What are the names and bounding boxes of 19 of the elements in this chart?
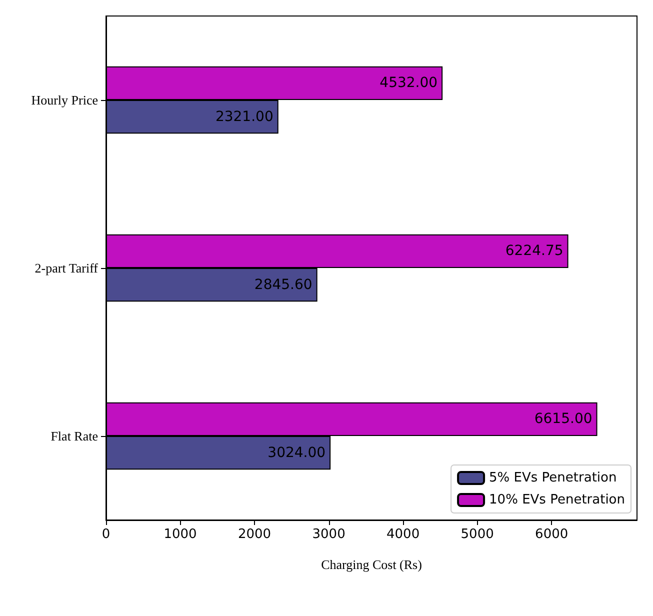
data-label: 6615.00 xyxy=(534,411,592,428)
x-axis-title: Charging Cost (Rs) xyxy=(321,557,422,572)
x-tick-label: 3000 xyxy=(312,527,346,542)
data-label: 2321.00 xyxy=(215,108,274,125)
x-tick-label: 2000 xyxy=(238,527,272,542)
data-label: 6224.75 xyxy=(505,243,564,260)
data-label: 3024.00 xyxy=(268,444,326,461)
y-tick-label: Flat Rate xyxy=(50,428,98,444)
data-label: 4532.00 xyxy=(380,75,438,92)
y-tick-label: Hourly Price xyxy=(31,92,98,108)
x-tick-label: 1000 xyxy=(164,527,197,542)
x-tick-label: 5000 xyxy=(460,527,494,542)
x-tick-label: 6000 xyxy=(535,527,568,542)
x-tick-label: 4000 xyxy=(386,527,420,542)
x-tick-label: 0 xyxy=(102,527,110,542)
data-label: 2845.60 xyxy=(254,276,312,293)
legend-label: 5% EVs Penetration xyxy=(489,470,617,486)
y-tick-label: 2-part Tariff xyxy=(34,260,99,276)
legend-label: 10% EVs Penetration xyxy=(489,492,626,508)
